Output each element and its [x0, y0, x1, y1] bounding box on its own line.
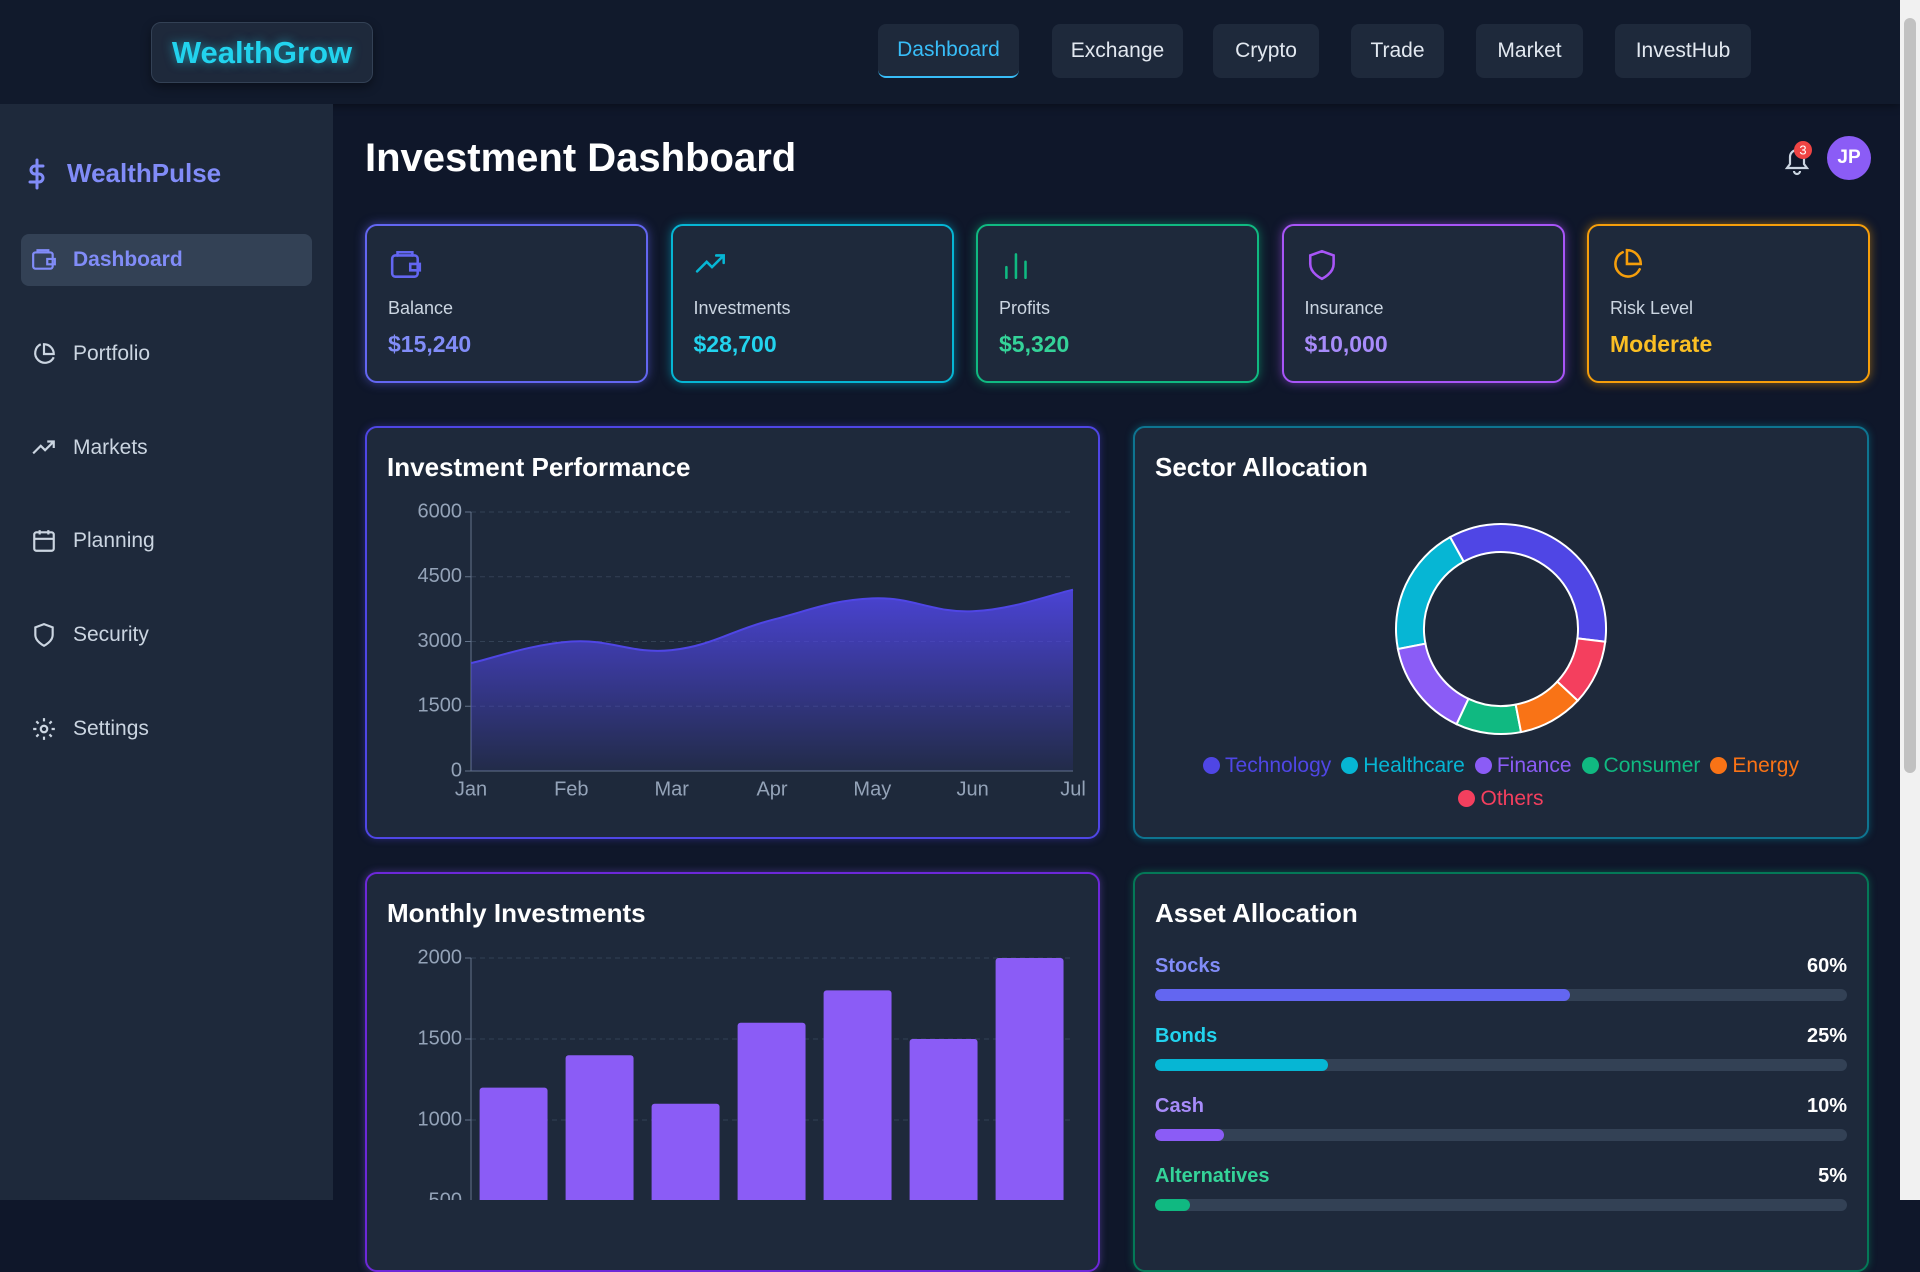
legend-swatch: [1458, 790, 1476, 807]
panel-title: Asset Allocation: [1155, 898, 1358, 928]
asset-label: Alternatives: [1155, 1165, 1270, 1187]
nav-item[interactable]: Crypto: [1213, 24, 1319, 78]
card-label: Profits: [999, 298, 1051, 318]
card-icon: [1005, 253, 1027, 280]
sidebar-item[interactable]: Settings: [21, 703, 312, 755]
legend: Technology Healthcare Finance Consumer Energ…: [1181, 750, 1821, 816]
progress-track: [1155, 1199, 1847, 1211]
nav-item[interactable]: Market: [1476, 24, 1583, 78]
asset-label: Bonds: [1155, 1025, 1218, 1047]
panel-title: Sector Allocation: [1155, 452, 1368, 482]
asset-value: 10%: [1806, 1095, 1847, 1117]
card-label: Balance: [388, 298, 454, 318]
stat-card[interactable]: Profits $5,320: [976, 224, 1259, 383]
legend-label: Finance: [1496, 754, 1572, 777]
stat-card[interactable]: Balance $15,240: [365, 224, 648, 383]
page-title: Investment Dashboard: [365, 136, 797, 180]
panel: [365, 426, 1100, 839]
progress-bar: [1155, 1129, 1225, 1141]
progress-track: [1155, 1129, 1847, 1141]
card-label: Investments: [693, 298, 791, 318]
notification-count: 3: [1799, 142, 1806, 157]
stat-card[interactable]: Insurance $10,000: [1281, 224, 1565, 383]
card-value: Moderate: [1610, 331, 1713, 357]
sidebar-item[interactable]: Dashboard: [21, 234, 312, 286]
sidebar-item[interactable]: Portfolio: [21, 328, 312, 380]
sidebar-label: Portfolio: [73, 342, 151, 365]
card-icon: [1308, 249, 1335, 281]
asset-value: 60%: [1806, 955, 1847, 977]
sidebar: [0, 104, 333, 1200]
legend-item: Consumer: [1581, 750, 1701, 781]
panel: [1133, 872, 1869, 1272]
card-label: Risk Level: [1610, 298, 1694, 318]
stat-card[interactable]: Risk Level Moderate: [1587, 224, 1870, 383]
logo[interactable]: WealthGrow: [151, 22, 373, 83]
panel-title: Investment Performance: [387, 452, 691, 482]
card-value: $28,700: [693, 331, 777, 357]
scrollbar[interactable]: [1900, 0, 1920, 1200]
stat-card[interactable]: Investments $28,700: [670, 224, 954, 383]
brand: WealthPulse: [67, 158, 222, 188]
avatar[interactable]: JP: [1827, 136, 1871, 180]
brand-icon: [28, 158, 45, 190]
legend-label: Consumer: [1603, 754, 1701, 777]
sidebar-item[interactable]: Markets: [21, 422, 312, 474]
legend-label: Healthcare: [1363, 754, 1465, 777]
nav-item[interactable]: Dashboard: [878, 24, 1019, 78]
sidebar-label: Dashboard: [73, 248, 183, 271]
progress-bar: [1155, 1199, 1190, 1211]
legend-label: Technology: [1225, 754, 1332, 777]
progress-bar: [1155, 1059, 1328, 1071]
legend-label: Energy: [1732, 754, 1799, 777]
card-icon: [390, 250, 422, 278]
legend-swatch: [1203, 757, 1221, 774]
sidebar-label: Settings: [73, 717, 149, 740]
notifications[interactable]: 3: [1779, 140, 1819, 180]
nav-item[interactable]: Trade: [1351, 24, 1444, 78]
asset-value: 25%: [1806, 1025, 1847, 1047]
sidebar-label: Markets: [73, 436, 148, 459]
asset-value: 5%: [1818, 1165, 1847, 1187]
legend-item: Energy: [1710, 750, 1799, 781]
legend-item: Technology: [1203, 750, 1331, 781]
legend-item: Healthcare: [1341, 750, 1465, 781]
panel: [365, 872, 1100, 1272]
legend-label: Others: [1480, 787, 1544, 810]
legend-item: Finance: [1474, 750, 1572, 781]
card-value: $10,000: [1304, 331, 1388, 357]
progress-bar: [1155, 989, 1571, 1001]
legend-swatch: [1710, 757, 1728, 774]
panel-title: Monthly Investments: [387, 898, 646, 928]
sidebar-label: Planning: [73, 529, 155, 552]
sidebar-label: Security: [73, 623, 149, 646]
card-value: $5,320: [999, 331, 1070, 357]
sidebar-item[interactable]: Planning: [21, 515, 312, 567]
legend-item: Others: [1458, 783, 1544, 814]
legend-swatch: [1474, 757, 1492, 774]
nav-item[interactable]: Exchange: [1052, 24, 1183, 78]
legend-swatch: [1341, 757, 1359, 774]
card-value: $15,240: [388, 331, 472, 357]
progress-track: [1155, 989, 1847, 1001]
card-icon: [695, 254, 725, 273]
progress-track: [1155, 1059, 1847, 1071]
legend-swatch: [1581, 757, 1599, 774]
asset-label: Stocks: [1155, 955, 1221, 977]
nav-item[interactable]: InvestHub: [1615, 24, 1751, 78]
sidebar-item[interactable]: Security: [21, 609, 312, 661]
card-label: Insurance: [1304, 298, 1384, 318]
asset-label: Cash: [1155, 1095, 1204, 1117]
card-icon: [1614, 248, 1643, 278]
